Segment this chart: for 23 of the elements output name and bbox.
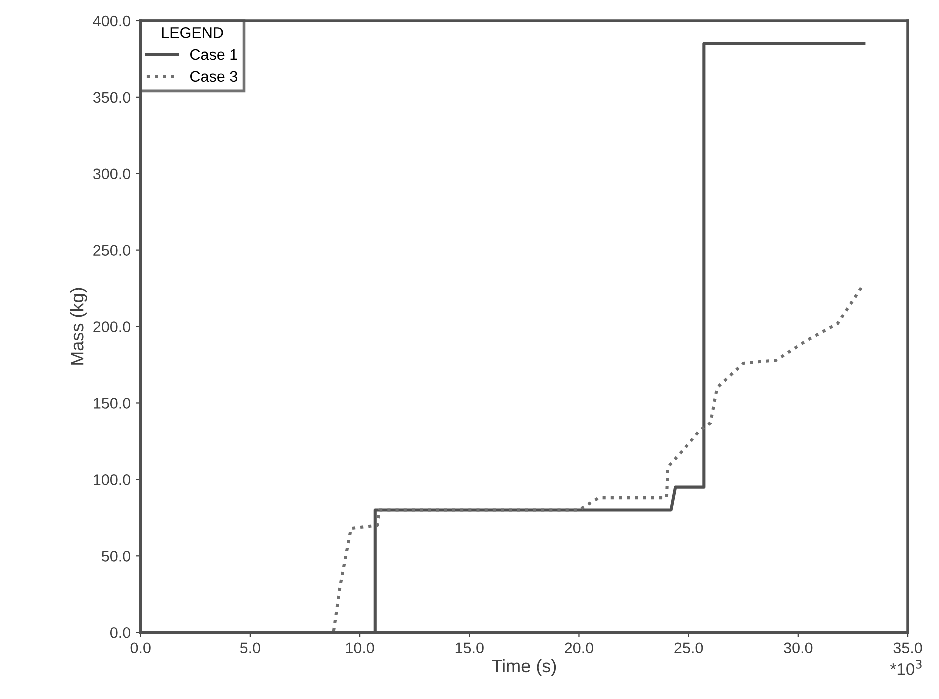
legend-label: Case 1 <box>190 49 238 60</box>
x-tick-label: 5.0 <box>240 642 260 654</box>
y-tick-label: 0.0 <box>110 627 131 638</box>
x-tick-label: 35.0 <box>894 642 922 654</box>
legend-title: LEGEND <box>162 27 224 38</box>
x-tick-label: 25.0 <box>674 642 704 654</box>
x-tick-label: 0.0 <box>130 642 151 654</box>
y-tick-label: 150.0 <box>94 398 131 409</box>
y-axis-title: Mass (kg) <box>70 288 88 365</box>
text: *10$^{3}$ <box>890 660 922 676</box>
x-tick-label: 30.0 <box>784 642 813 654</box>
x-tick-label: 10.0 <box>346 642 374 654</box>
y-tick-label: 100.0 <box>94 474 131 486</box>
y-tick-label: 400.0 <box>93 16 131 27</box>
x-axis-title: Time (s) <box>492 659 556 676</box>
y-tick-label: 250.0 <box>94 245 131 256</box>
legend-label: Case 3 <box>190 71 238 82</box>
x-tick-label: 15.0 <box>456 642 484 654</box>
y-tick-label: 350.0 <box>93 92 131 104</box>
y-tick-label: 50.0 <box>102 551 131 562</box>
x-tick-label: 20.0 <box>565 642 594 654</box>
y-tick-label: 300.0 <box>93 168 131 180</box>
y-tick-label: 200.0 <box>94 322 131 332</box>
